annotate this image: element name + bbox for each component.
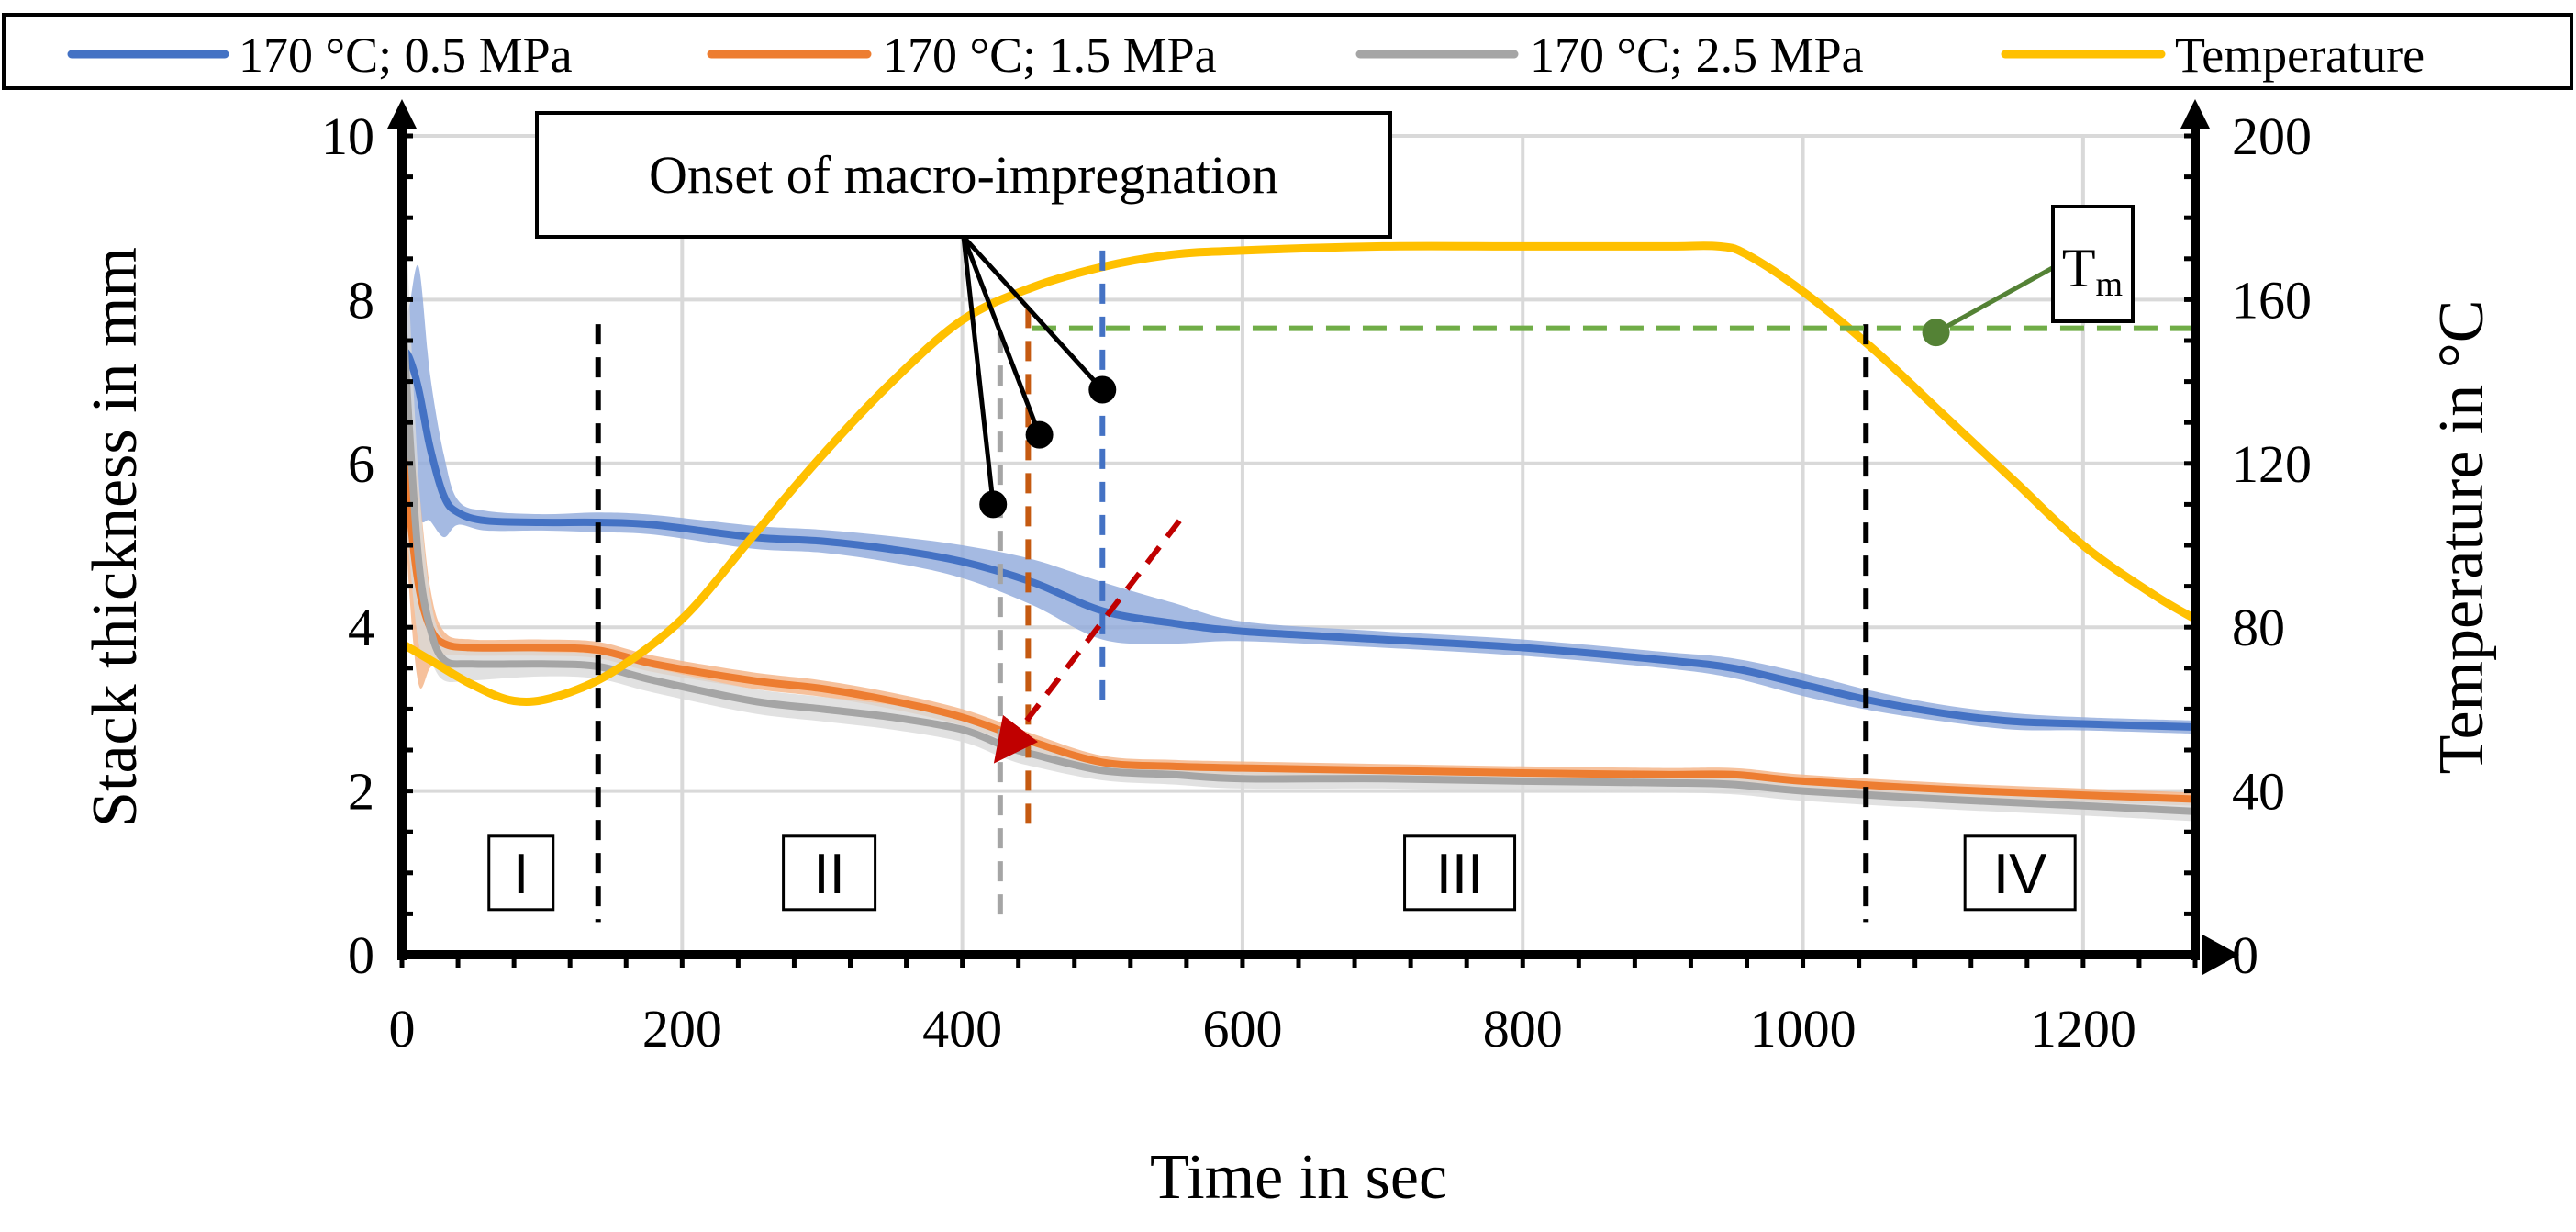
series-band-1: [402, 373, 2195, 806]
onset-callout: Onset of macro-impregnation: [535, 111, 1392, 239]
onset-pointer-dot-0: [1088, 375, 1117, 404]
legend-label-2: 170 °C; 2.5 MPa: [1530, 28, 1864, 83]
y2-axis-arrow: [2180, 99, 2210, 129]
y-axis-title: Stack thickness in mm: [80, 247, 151, 827]
tm-label-text: Tm: [2062, 238, 2123, 304]
series-line-2: [398, 296, 2199, 815]
x-tick-label-1200: 1200: [2030, 999, 2136, 1058]
x-tick-label-600: 600: [1202, 999, 1282, 1058]
y2-axis-title: Temperature in °C: [2426, 300, 2497, 775]
tm-label-box: [2051, 205, 2135, 323]
x-axis-title: Time in sec: [1150, 1142, 1447, 1213]
onset-callout-text: Onset of macro-impregnation: [649, 145, 1278, 205]
phase-box-II: [782, 834, 877, 912]
legend-label-3: Temperature: [2175, 28, 2425, 83]
series-line-3: [397, 241, 2200, 706]
onset-pointer-2: [961, 236, 996, 505]
y2-tick-label-80: 80: [2232, 598, 2285, 657]
phase-labels: I II III IV: [487, 834, 2077, 912]
tm-label-subscript: m: [2096, 265, 2124, 304]
x-tick-label-0: 0: [389, 999, 416, 1058]
onset-pointer-dot-2: [979, 490, 1008, 519]
y2-tick-label-40: 40: [2232, 762, 2285, 822]
phase-text-II: II: [813, 843, 844, 906]
x-tick-label-1000: 1000: [1750, 999, 1857, 1058]
phase-text-III: III: [1436, 843, 1484, 906]
legend-entry-3: Temperature: [2001, 28, 2425, 83]
y2-tick-label-120: 120: [2232, 434, 2312, 494]
y-tick-label-10: 10: [321, 106, 374, 166]
phase-label-III: III: [1403, 834, 1517, 912]
trend-arrow: [993, 519, 1182, 764]
y-axis-arrow: [387, 99, 417, 129]
x-tick-label-200: 200: [642, 999, 722, 1058]
tm-label: Tm: [2051, 205, 2135, 323]
grid: [402, 134, 2195, 955]
y-tick-label-8: 8: [348, 270, 374, 330]
y-tick-label-4: 4: [348, 598, 374, 657]
axes: [387, 99, 2239, 975]
tm-pointer-dot: [1922, 319, 1950, 347]
y-tick-label-2: 2: [348, 762, 374, 822]
legend-entry-0: 170 °C; 0.5 MPa: [67, 28, 573, 83]
phase-box-IV: [1963, 834, 2077, 912]
y2-tick-label-0: 0: [2232, 925, 2258, 985]
y2-tick-label-200: 200: [2232, 106, 2312, 166]
onset-pointer-1: [961, 236, 1042, 436]
legend: 170 °C; 0.5 MPa 170 °C; 1.5 MPa 170 °C; …: [2, 13, 2573, 90]
uncertainty-bands: [402, 119, 2195, 822]
y-tick-label-6: 6: [348, 434, 374, 494]
phase-box-III: [1403, 834, 1517, 912]
phase-label-IV: IV: [1963, 834, 2077, 912]
tick-labels: 0 200 400 600 800 1000 1200 0 2 4 6 8 10 0 40 80 120 160 2…: [321, 106, 2312, 1058]
onset-callout-box: [535, 111, 1392, 239]
onset-pointer-0: [962, 235, 1105, 392]
legend-label-0: 170 °C; 0.5 MPa: [239, 28, 573, 83]
legend-label-1: 170 °C; 1.5 MPa: [883, 28, 1217, 83]
tm-pointer: [1935, 263, 2057, 335]
annotations: [595, 235, 2195, 923]
x-axis-arrow: [2202, 935, 2239, 975]
legend-entry-2: 170 °C; 2.5 MPa: [1355, 28, 1864, 83]
tm-label-main: T: [2062, 238, 2096, 298]
phase-label-II: II: [782, 834, 877, 912]
x-tick-label-800: 800: [1483, 999, 1563, 1058]
legend-entry-1: 170 °C; 1.5 MPa: [707, 28, 1217, 83]
phase-box-I: [487, 834, 555, 912]
phase-text-I: I: [513, 843, 529, 906]
phase-label-I: I: [487, 834, 555, 912]
phase-text-IV: IV: [1993, 843, 2047, 906]
series-line-0: [398, 344, 2199, 731]
onset-pointer-dot-1: [1025, 420, 1054, 449]
y-tick-label-0: 0: [348, 925, 374, 985]
series-band-0: [402, 264, 2195, 734]
x-tick-label-400: 400: [922, 999, 1002, 1058]
y2-tick-label-160: 160: [2232, 270, 2312, 330]
